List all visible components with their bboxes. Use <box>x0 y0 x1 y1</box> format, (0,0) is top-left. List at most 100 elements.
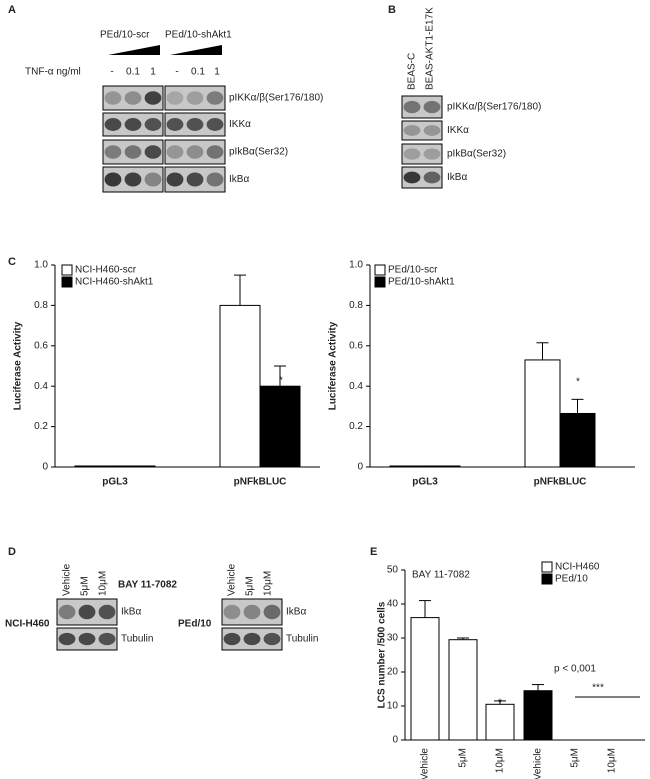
cell-line-label: PEd/10 <box>178 619 212 630</box>
blot-band <box>423 171 441 184</box>
y-tick-label: 10 <box>387 701 399 712</box>
blot-band <box>403 125 421 136</box>
blot-band <box>144 91 162 105</box>
row-label: pIkBα(Ser32) <box>447 149 506 160</box>
legend-label: PEd/10-scr <box>388 265 438 276</box>
dose-label: 1 <box>214 67 220 78</box>
blot-band <box>144 172 162 187</box>
y-tick-label: 30 <box>387 633 399 644</box>
chart-subtitle: BAY 11-7082 <box>412 570 470 581</box>
dose-label: - <box>175 67 178 78</box>
bar <box>424 465 461 468</box>
blot-band <box>144 118 162 131</box>
blot-band <box>124 145 142 159</box>
annotation: * <box>576 377 580 388</box>
dose-label: 0.1 <box>126 67 140 78</box>
blot-band <box>144 145 162 159</box>
legend-swatch <box>541 561 553 573</box>
y-tick-label: 40 <box>387 599 399 610</box>
y-tick-label: 20 <box>387 667 399 678</box>
blot-band <box>78 632 96 646</box>
y-tick-label: 0.2 <box>34 421 48 432</box>
y-tick-label: 0 <box>42 462 48 473</box>
y-tick-label: 0.2 <box>349 421 363 432</box>
group-label: PEd/10-shAkt1 <box>165 30 232 41</box>
x-tick-label: pGL3 <box>412 477 438 488</box>
bar <box>523 690 553 741</box>
blot-band <box>58 604 76 620</box>
legend-swatch <box>541 573 553 585</box>
blot-band <box>206 91 224 105</box>
x-tick-label: pNFkBLUC <box>234 477 287 488</box>
y-tick-label: 0 <box>357 462 363 473</box>
x-tick-label: 5μM <box>570 748 581 768</box>
row-label: pIkBα(Ser32) <box>229 147 288 158</box>
panel-label: D <box>8 546 16 558</box>
lane-label: 10μM <box>263 571 274 596</box>
bar <box>219 304 261 468</box>
annotation: *** <box>592 683 604 694</box>
y-axis-label: Luciferase Activity <box>13 321 24 410</box>
blot-band <box>124 91 142 105</box>
row-label: IkBα <box>286 607 306 618</box>
x-tick-label: pNFkBLUC <box>534 477 587 488</box>
lane-label: BEAS-AKT1-E17K <box>425 7 436 90</box>
row-label: pIKKα/β(Ser176/180) <box>447 102 541 113</box>
blot-band <box>263 632 281 646</box>
blot-band <box>206 118 224 131</box>
blot-band <box>423 125 441 136</box>
x-tick-label: 5μM <box>458 748 469 768</box>
blot-band <box>206 145 224 159</box>
legend-label: NCI-H460-scr <box>75 265 137 276</box>
y-tick-label: 1.0 <box>349 260 363 271</box>
treatment-label: TNF-α ng/ml <box>25 67 81 78</box>
legend-label: PEd/10 <box>555 574 588 585</box>
y-axis-label: LCS number /500 cells <box>377 601 388 708</box>
blot-band <box>186 145 204 159</box>
y-axis-label: Luciferase Activity <box>328 321 339 410</box>
blot-band <box>243 632 261 646</box>
y-tick-label: 0.6 <box>349 340 363 351</box>
y-tick-label: 0.4 <box>34 381 48 392</box>
blot-band <box>124 118 142 131</box>
blot-band <box>104 118 122 131</box>
legend-label: NCI-H460 <box>555 562 600 573</box>
lane-label: 5μM <box>245 576 256 596</box>
blot-band <box>263 604 281 620</box>
blot-band <box>423 148 441 160</box>
blot-band <box>403 148 421 160</box>
blot-band <box>186 91 204 105</box>
blot-band <box>166 172 184 187</box>
blot-band <box>124 172 142 187</box>
dose-wedge <box>170 45 222 55</box>
treatment-label: BAY 11-7082 <box>118 580 177 591</box>
legend-label: NCI-H460-shAkt1 <box>75 277 154 288</box>
lane-label: Vehicle <box>62 563 73 596</box>
blot-band <box>206 172 224 187</box>
row-label: IkBα <box>229 174 249 185</box>
blot-band <box>186 118 204 131</box>
y-tick-label: 1.0 <box>34 260 48 271</box>
y-tick-label: 0.8 <box>349 300 363 311</box>
row-label: IkBα <box>121 607 141 618</box>
x-tick-label: 10μM <box>495 748 506 773</box>
legend-swatch <box>374 264 386 276</box>
blot-band <box>98 632 116 646</box>
panel-label: E <box>370 546 377 558</box>
x-tick-label: 10μM <box>607 748 618 773</box>
y-tick-label: 50 <box>387 565 399 576</box>
bar <box>448 639 478 741</box>
blot-band <box>403 100 421 114</box>
panel-label: A <box>8 4 16 16</box>
row-label: Tubulin <box>121 634 153 645</box>
bar <box>389 465 426 468</box>
row-label: IkBα <box>447 172 467 183</box>
blot-band <box>58 632 76 646</box>
bar <box>485 703 515 741</box>
y-tick-label: 0.6 <box>34 340 48 351</box>
bar <box>410 617 440 741</box>
bar <box>74 465 116 468</box>
bar <box>114 465 156 468</box>
blot-band <box>186 172 204 187</box>
blot-band <box>223 604 241 620</box>
